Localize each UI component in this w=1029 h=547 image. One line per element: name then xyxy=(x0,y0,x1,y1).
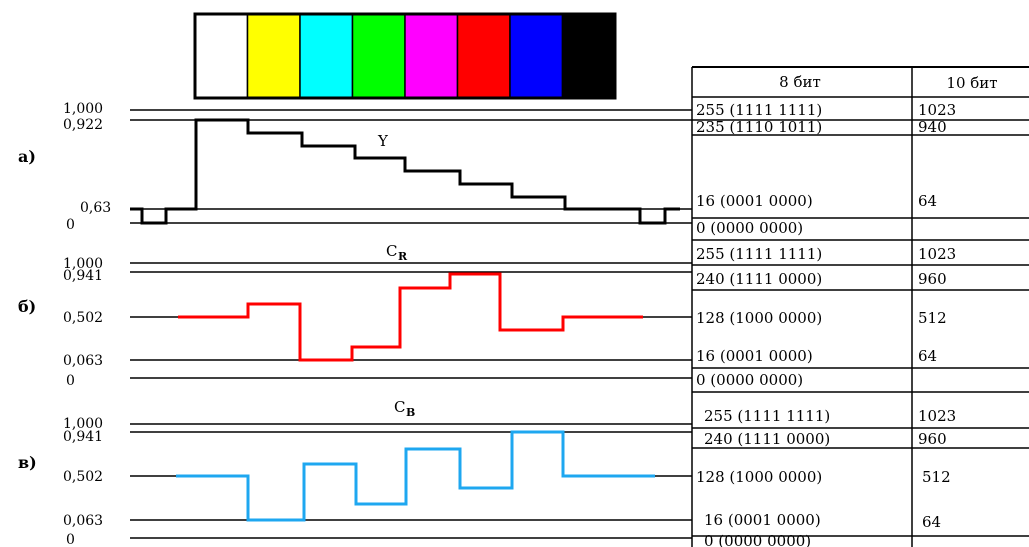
tick-y-1000: 1,000 xyxy=(63,101,103,117)
row-cb-10bit-64: 64 xyxy=(922,513,941,531)
tick-cb-0502: 0,502 xyxy=(63,469,103,485)
row-cr-10bit-960: 960 xyxy=(918,270,947,288)
color-bar xyxy=(561,13,616,99)
tick-y-0922: 0,922 xyxy=(63,117,103,133)
panel-title-cb-sub: B xyxy=(406,406,415,419)
tick-cb-0941: 0,941 xyxy=(63,429,103,445)
tick-cr-1000: 1,000 xyxy=(63,256,103,272)
tick-cb-0063: 0,063 xyxy=(63,513,103,529)
row-cr-10bit-64: 64 xyxy=(918,347,937,365)
panel-cb: в) C B 1,000 0,941 0,502 0,063 0 255 (11… xyxy=(18,398,1029,547)
tick-y-063: 0,63 xyxy=(80,200,111,216)
row-cr-8bit-240: 240 (1111 0000) xyxy=(696,270,822,288)
row-cr-10bit-1023: 1023 xyxy=(918,245,956,263)
table-header: 8 бит 10 бит xyxy=(691,66,1029,547)
color-bar xyxy=(194,13,249,99)
row-y-10bit-1023: 1023 xyxy=(918,101,956,119)
tick-cr-0063: 0,063 xyxy=(63,353,103,369)
panel-title-cr-sub: R xyxy=(398,250,408,263)
row-cb-8bit-255: 255 (1111 1111) xyxy=(704,407,830,425)
panel-title-cr: C xyxy=(386,242,397,260)
panel-title-y: Y xyxy=(377,132,389,150)
row-cb-8bit-128: 128 (1000 0000) xyxy=(696,468,822,486)
row-cr-8bit-0: 0 (0000 0000) xyxy=(696,371,803,389)
panel-cr: б) C R 1,000 0,941 0,502 0,063 0 255 (11… xyxy=(18,242,1029,393)
color-bar xyxy=(299,13,354,99)
tick-cb-0: 0 xyxy=(66,532,75,547)
panel-title-cb: C xyxy=(394,398,405,416)
panel-y: а) Y 1,000 0,922 0,63 0 255 (1111 1111) … xyxy=(18,101,1029,241)
row-y-10bit-940: 940 xyxy=(918,118,947,136)
row-cb-10bit-960: 960 xyxy=(918,430,947,448)
row-y-8bit-0: 0 (0000 0000) xyxy=(696,219,803,237)
row-cb-10bit-1023: 1023 xyxy=(918,407,956,425)
row-cr-8bit-16: 16 (0001 0000) xyxy=(696,347,813,365)
panel-tag-b: б) xyxy=(18,297,36,316)
color-bar xyxy=(351,13,406,99)
color-bar xyxy=(404,13,459,99)
row-y-8bit-235: 235 (1110 1011) xyxy=(696,118,822,136)
row-cr-8bit-128: 128 (1000 0000) xyxy=(696,309,822,327)
color-bar xyxy=(456,13,511,99)
waveform-cb xyxy=(176,430,655,522)
color-bar xyxy=(246,13,301,99)
row-y-10bit-64: 64 xyxy=(918,192,937,210)
tick-cb-1000: 1,000 xyxy=(63,416,103,432)
tick-cr-0502: 0,502 xyxy=(63,310,103,326)
color-bar-strip xyxy=(193,12,617,100)
row-y-8bit-16: 16 (0001 0000) xyxy=(696,192,813,210)
waveform-y xyxy=(130,118,680,225)
tick-y-0: 0 xyxy=(66,217,75,233)
row-cr-10bit-512: 512 xyxy=(918,309,947,327)
header-8bit: 8 бит xyxy=(779,73,821,91)
color-bar-border xyxy=(193,12,617,100)
row-cb-8bit-240: 240 (1111 0000) xyxy=(704,430,830,448)
color-bar xyxy=(509,13,564,99)
row-cb-8bit-16: 16 (0001 0000) xyxy=(704,511,821,529)
row-cr-8bit-255: 255 (1111 1111) xyxy=(696,245,822,263)
row-cb-8bit-0: 0 (0000 0000) xyxy=(704,532,811,547)
tick-cr-0: 0 xyxy=(66,373,75,389)
row-cb-10bit-512: 512 xyxy=(922,468,951,486)
panel-tag-a: а) xyxy=(18,147,36,166)
row-y-8bit-255: 255 (1111 1111) xyxy=(696,101,822,119)
panel-tag-c: в) xyxy=(18,453,37,472)
waveform-cr xyxy=(178,272,643,362)
header-10bit: 10 бит xyxy=(946,74,997,92)
tick-cr-0941: 0,941 xyxy=(63,268,103,284)
